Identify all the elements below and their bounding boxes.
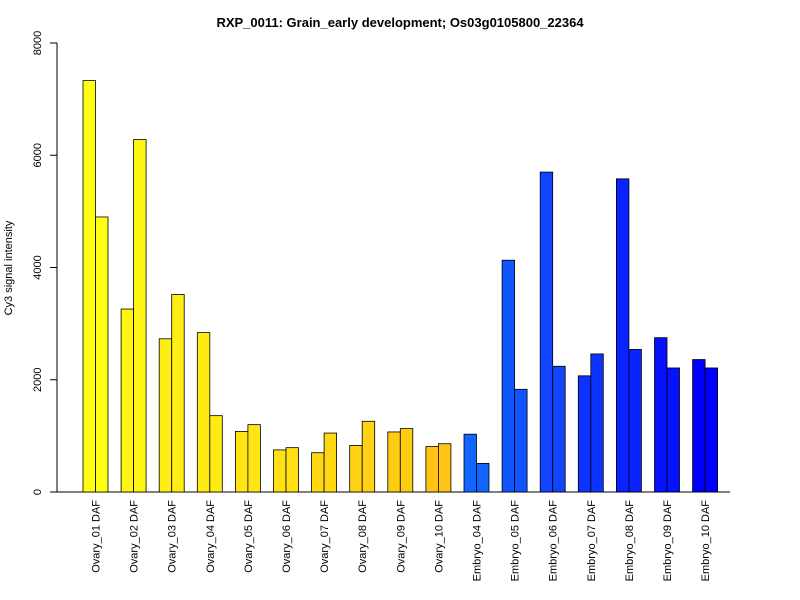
x-tick-label: Embryo_04 DAF	[472, 500, 484, 582]
x-tick-label: Embryo_10 DAF	[700, 500, 712, 582]
bar	[82, 80, 96, 493]
bar	[247, 424, 261, 493]
bar	[171, 294, 185, 493]
bar	[158, 338, 173, 493]
x-tick-label: Ovary_05 DAF	[243, 500, 255, 573]
bar	[501, 259, 516, 493]
bar	[196, 332, 211, 493]
bar	[463, 433, 477, 493]
y-axis-label: Cy3 signal intensity	[3, 220, 15, 315]
bar	[514, 388, 528, 493]
y-tick-label: 8000	[32, 31, 44, 55]
y-tick-label: 2000	[32, 368, 44, 392]
bar	[399, 428, 414, 493]
bar	[425, 446, 439, 493]
bar	[234, 430, 249, 493]
bar	[666, 367, 680, 493]
y-tick-label: 0	[32, 489, 44, 495]
y-tick-label: 6000	[32, 143, 44, 167]
bar	[577, 375, 592, 493]
y-tick-label: 4000	[32, 255, 44, 279]
x-tick-label: Embryo_09 DAF	[662, 500, 674, 582]
x-tick-label: Ovary_06 DAF	[281, 500, 293, 573]
x-tick-label: Ovary_07 DAF	[319, 500, 331, 573]
x-tick-label: Embryo_08 DAF	[624, 500, 636, 582]
bar	[590, 353, 604, 493]
bar	[628, 349, 642, 493]
x-tick-label: Ovary_01 DAF	[91, 500, 103, 573]
bar	[273, 449, 287, 493]
y-axis-ticks: 0 2000 4000 6000 8000	[32, 31, 57, 495]
bar	[437, 443, 452, 493]
x-tick-label: Ovary_09 DAF	[395, 500, 407, 573]
x-tick-label: Embryo_05 DAF	[510, 500, 522, 582]
x-tick-label: Ovary_04 DAF	[205, 500, 217, 573]
x-tick-label: Ovary_10 DAF	[433, 500, 445, 573]
bars-group	[82, 80, 718, 493]
bar	[311, 452, 325, 493]
bar	[387, 431, 401, 493]
bar	[361, 420, 376, 493]
x-tick-label: Ovary_03 DAF	[167, 500, 179, 573]
x-tick-label: Ovary_02 DAF	[129, 500, 141, 573]
bar	[616, 178, 630, 493]
chart-title: RXP_0011: Grain_early development; Os03g…	[216, 15, 584, 30]
bar	[285, 447, 299, 493]
bar	[95, 216, 109, 493]
bar	[654, 337, 668, 493]
bar	[539, 171, 554, 493]
bar	[209, 415, 223, 493]
bar	[323, 432, 338, 493]
x-tick-labels: Ovary_01 DAF Ovary_02 DAF Ovary_03 DAF Ovar…	[91, 500, 713, 582]
bar	[704, 367, 718, 493]
bar	[133, 139, 147, 493]
bar	[476, 462, 490, 493]
bar	[349, 445, 363, 493]
x-tick-label: Embryo_07 DAF	[586, 500, 598, 582]
x-tick-label: Embryo_06 DAF	[548, 500, 560, 582]
bar	[552, 365, 566, 493]
x-tick-label: Ovary_08 DAF	[357, 500, 369, 573]
bar	[692, 359, 706, 493]
bar	[120, 308, 134, 493]
